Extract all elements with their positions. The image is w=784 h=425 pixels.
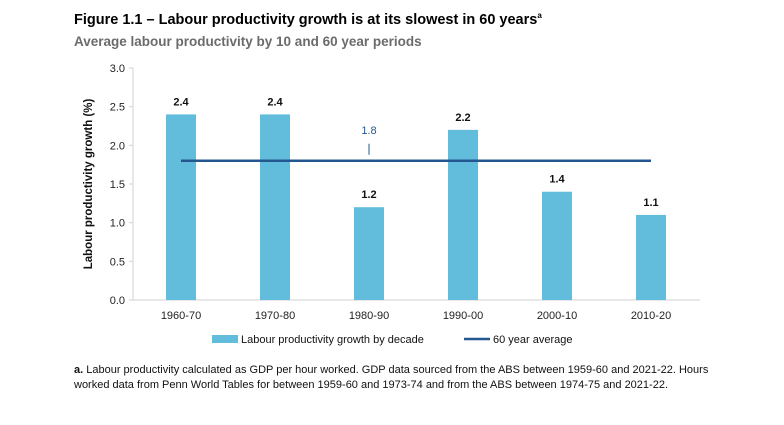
bar bbox=[542, 191, 572, 300]
legend-swatch-bar bbox=[212, 335, 238, 343]
data-label: 2.2 bbox=[455, 112, 470, 124]
chart-subtitle: Average labour productivity by 10 and 60… bbox=[74, 34, 422, 49]
data-label: 1.1 bbox=[643, 197, 658, 209]
x-tick-label: 1990-00 bbox=[443, 310, 483, 322]
y-tick-label: 2.5 bbox=[110, 102, 125, 114]
bar bbox=[636, 214, 666, 300]
footnote: a. Labour productivity calculated as GDP… bbox=[74, 364, 709, 391]
bar bbox=[448, 129, 478, 300]
y-axis-label: Labour productivity growth (%) bbox=[83, 99, 95, 270]
average-label: 1.8 bbox=[361, 125, 376, 137]
y-tick-label: 3.0 bbox=[110, 63, 125, 75]
y-tick-label: 1.0 bbox=[110, 218, 125, 230]
y-tick-label: 1.5 bbox=[110, 179, 125, 191]
x-tick-label: 2010-20 bbox=[631, 310, 671, 322]
x-tick-label: 1970-80 bbox=[255, 310, 295, 322]
data-label: 1.4 bbox=[549, 174, 565, 186]
bar bbox=[166, 114, 196, 301]
legend-label-bar: Labour productivity growth by decade bbox=[241, 334, 424, 346]
bar-chart: 0.0 0.5 1.0 1.5 2.0 2.5 3.0 Labour productivity… bbox=[83, 63, 700, 346]
data-label: 2.4 bbox=[267, 96, 283, 108]
x-tick-label: 1960-70 bbox=[161, 310, 201, 322]
legend-label-line: 60 year average bbox=[493, 334, 573, 346]
data-label: 2.4 bbox=[173, 96, 189, 108]
bar bbox=[354, 207, 384, 300]
chart-title: Figure 1.1 – Labour productivity growth … bbox=[74, 11, 542, 28]
y-tick-label: 0.0 bbox=[110, 295, 125, 307]
x-tick-label: 1980-90 bbox=[349, 310, 389, 322]
y-tick-label: 0.5 bbox=[110, 256, 125, 268]
y-tick-label: 2.0 bbox=[110, 140, 125, 152]
bar bbox=[260, 114, 290, 301]
x-tick-label: 2000-10 bbox=[537, 310, 577, 322]
data-label: 1.2 bbox=[361, 189, 376, 201]
